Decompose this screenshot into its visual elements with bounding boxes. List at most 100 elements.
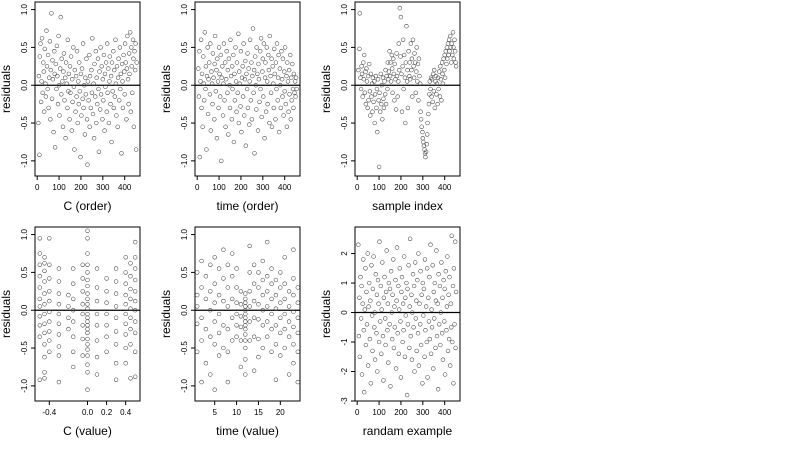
data-point bbox=[423, 328, 428, 333]
data-point bbox=[398, 319, 403, 324]
data-point bbox=[218, 94, 223, 99]
data-point bbox=[235, 90, 240, 95]
data-point bbox=[107, 54, 112, 59]
data-point bbox=[376, 98, 381, 103]
data-point bbox=[409, 357, 415, 362]
data-point bbox=[293, 75, 299, 80]
data-point bbox=[293, 79, 298, 84]
data-point bbox=[411, 75, 417, 80]
data-point bbox=[216, 105, 221, 111]
data-point bbox=[133, 239, 138, 245]
data-point bbox=[202, 30, 207, 35]
data-point bbox=[133, 289, 138, 294]
data-point bbox=[255, 71, 260, 77]
x-tick-label: 400 bbox=[438, 183, 452, 192]
data-point bbox=[378, 109, 383, 114]
data-point bbox=[128, 306, 133, 311]
data-point bbox=[282, 89, 287, 94]
data-point bbox=[438, 310, 443, 315]
data-point bbox=[414, 348, 419, 354]
data-point bbox=[391, 56, 396, 61]
data-point bbox=[71, 319, 76, 324]
data-point bbox=[405, 286, 410, 292]
data-point bbox=[42, 321, 47, 326]
data-point bbox=[397, 67, 402, 73]
data-point bbox=[101, 52, 107, 58]
data-point bbox=[442, 75, 448, 80]
data-point bbox=[43, 81, 48, 86]
data-point bbox=[277, 129, 282, 135]
data-point bbox=[103, 60, 109, 65]
data-point bbox=[212, 33, 218, 39]
data-point bbox=[47, 309, 52, 314]
data-point bbox=[37, 251, 42, 256]
data-point bbox=[367, 89, 373, 94]
data-point bbox=[373, 73, 378, 79]
data-point bbox=[123, 60, 128, 65]
data-point bbox=[403, 120, 408, 126]
data-point bbox=[108, 101, 113, 107]
data-point bbox=[104, 289, 109, 294]
data-point bbox=[358, 316, 364, 321]
data-point bbox=[133, 298, 138, 304]
data-point bbox=[403, 295, 408, 300]
data-point bbox=[400, 64, 405, 69]
data-point bbox=[388, 79, 394, 84]
data-point bbox=[372, 79, 377, 84]
data-point bbox=[39, 36, 45, 41]
data-point bbox=[56, 321, 62, 326]
data-point bbox=[112, 94, 117, 99]
data-point bbox=[37, 236, 42, 241]
y-tick-label: 0.0 bbox=[20, 79, 29, 91]
data-point bbox=[124, 66, 130, 71]
data-point bbox=[126, 101, 131, 107]
data-point bbox=[252, 151, 257, 156]
data-point bbox=[444, 45, 450, 50]
data-point bbox=[47, 298, 52, 304]
data-point bbox=[409, 67, 414, 73]
data-point bbox=[109, 139, 114, 145]
data-point bbox=[48, 117, 53, 122]
data-point bbox=[445, 348, 451, 354]
y-axis-label: residuals bbox=[159, 290, 173, 338]
data-point bbox=[243, 357, 248, 362]
data-point bbox=[230, 274, 235, 279]
data-point bbox=[211, 75, 216, 80]
data-point bbox=[269, 124, 275, 129]
data-point bbox=[83, 92, 88, 97]
data-point bbox=[74, 94, 79, 99]
y-tick-label: -0.5 bbox=[180, 116, 189, 130]
data-point bbox=[95, 56, 101, 61]
data-point bbox=[251, 90, 256, 95]
data-point bbox=[431, 71, 436, 77]
data-point bbox=[425, 120, 430, 126]
data-point bbox=[243, 332, 248, 337]
data-point bbox=[217, 71, 222, 77]
data-point bbox=[392, 98, 397, 103]
data-point bbox=[128, 315, 133, 320]
x-axis-label: randam example bbox=[363, 424, 453, 438]
data-point bbox=[379, 101, 384, 107]
data-point bbox=[38, 41, 43, 46]
data-point bbox=[380, 333, 386, 339]
data-point bbox=[80, 289, 85, 294]
data-point bbox=[85, 79, 91, 84]
data-point bbox=[426, 101, 432, 107]
data-point bbox=[77, 89, 82, 94]
data-point bbox=[94, 298, 100, 304]
data-point bbox=[383, 101, 389, 107]
data-point bbox=[449, 233, 454, 238]
data-point bbox=[99, 64, 104, 69]
data-point bbox=[442, 67, 447, 73]
x-tick-label: 15 bbox=[254, 408, 263, 417]
data-point bbox=[48, 67, 53, 73]
data-point bbox=[256, 77, 262, 82]
data-point bbox=[437, 322, 442, 327]
data-point bbox=[197, 49, 202, 54]
data-point bbox=[429, 77, 435, 82]
data-point bbox=[435, 101, 440, 107]
data-point bbox=[133, 319, 138, 324]
data-point bbox=[427, 79, 432, 84]
data-point bbox=[85, 162, 90, 167]
data-point bbox=[60, 79, 65, 84]
